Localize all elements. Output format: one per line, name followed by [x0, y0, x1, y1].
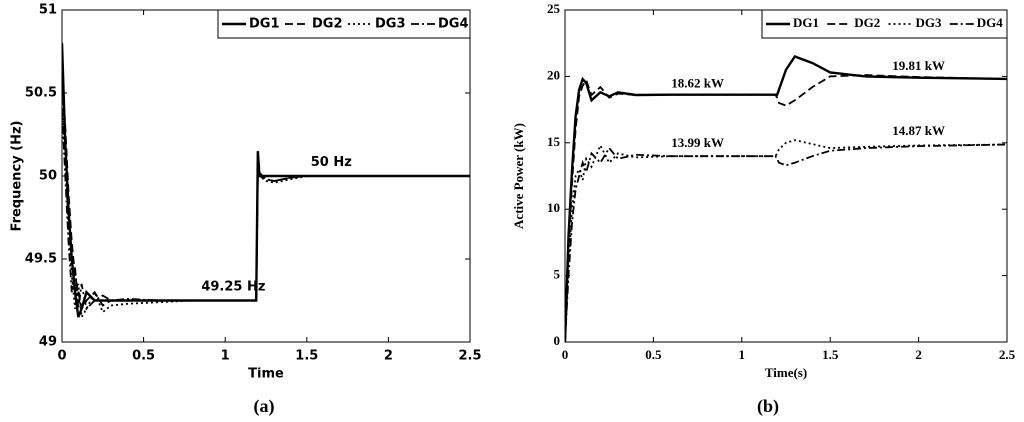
- y-axis-label: Active Power (kW): [511, 123, 526, 229]
- y-tick-label: 49.5: [25, 252, 57, 267]
- y-tick-label: 25: [547, 1, 561, 16]
- legend-label: DG4: [977, 15, 1004, 30]
- series-line: [565, 139, 1007, 342]
- x-tick-label: 2.5: [458, 349, 481, 364]
- y-tick-label: 10: [547, 200, 560, 215]
- x-tick-label: 2.5: [999, 347, 1016, 362]
- legend-label: DG3: [916, 15, 943, 30]
- plot-area: [565, 55, 1007, 342]
- x-tick-label: 1: [739, 347, 746, 362]
- series-line: [565, 74, 1007, 342]
- series-line: [62, 92, 470, 320]
- x-axis-label: Time: [248, 367, 284, 382]
- legend-label: DG1: [793, 15, 819, 30]
- plot-area: [62, 43, 470, 320]
- y-tick-label: 49: [39, 335, 57, 350]
- chart: 0 0.5 1 1.5 2 2.5 0 5 10 15 20 25 Time(s) Active Powe…: [511, 1, 1016, 417]
- annotation: 18.62 kW: [671, 75, 724, 90]
- y-tick-label: 51: [39, 3, 57, 18]
- chart: 0 0.5 1 1.5 2 2.5 49 49.5 50 50.5 51 Time Frequency …: [10, 3, 482, 418]
- y-tick-label: 50: [39, 169, 57, 184]
- series-line: [565, 55, 1007, 342]
- annotation: 14.87 kW: [892, 123, 945, 138]
- x-tick-label: 2: [915, 347, 922, 362]
- annotation: 49.25 Hz: [201, 280, 265, 295]
- y-tick-label: 0: [554, 333, 561, 348]
- series-line: [565, 143, 1007, 342]
- legend-label: DG4: [438, 17, 469, 32]
- y-axis-label: Frequency (Hz): [10, 121, 25, 232]
- x-tick-label: 0: [562, 347, 569, 362]
- caption: (a): [254, 396, 275, 417]
- y-tick-label: 5: [554, 267, 561, 282]
- x-axis-label: Time(s): [765, 365, 807, 380]
- annotation: 19.81 kW: [892, 58, 945, 73]
- annotation: 50 Hz: [311, 155, 352, 170]
- annotation: 13.99 kW: [671, 135, 724, 150]
- x-tick-label: 1.5: [822, 347, 839, 362]
- legend-label: DG3: [375, 17, 406, 32]
- series-line: [62, 76, 470, 312]
- y-tick-label: 20: [547, 67, 560, 82]
- series-line: [62, 109, 470, 311]
- legend-label: DG1: [249, 17, 280, 32]
- x-tick-label: 1: [221, 349, 230, 364]
- x-tick-label: 0.5: [132, 349, 155, 364]
- x-tick-label: 0: [57, 349, 66, 364]
- legend-label: DG2: [312, 17, 343, 32]
- x-tick-label: 0.5: [645, 347, 662, 362]
- series-line: [62, 43, 470, 318]
- y-tick-label: 50.5: [25, 86, 57, 101]
- x-tick-label: 2: [384, 349, 393, 364]
- legend: DG1 DG2 DG3 DG4: [217, 9, 471, 39]
- legend: DG1 DG2 DG3 DG4: [761, 9, 1008, 39]
- x-tick-label: 1.5: [295, 349, 318, 364]
- caption: (b): [757, 396, 779, 417]
- legend-label: DG2: [854, 15, 880, 30]
- y-tick-label: 15: [547, 134, 561, 149]
